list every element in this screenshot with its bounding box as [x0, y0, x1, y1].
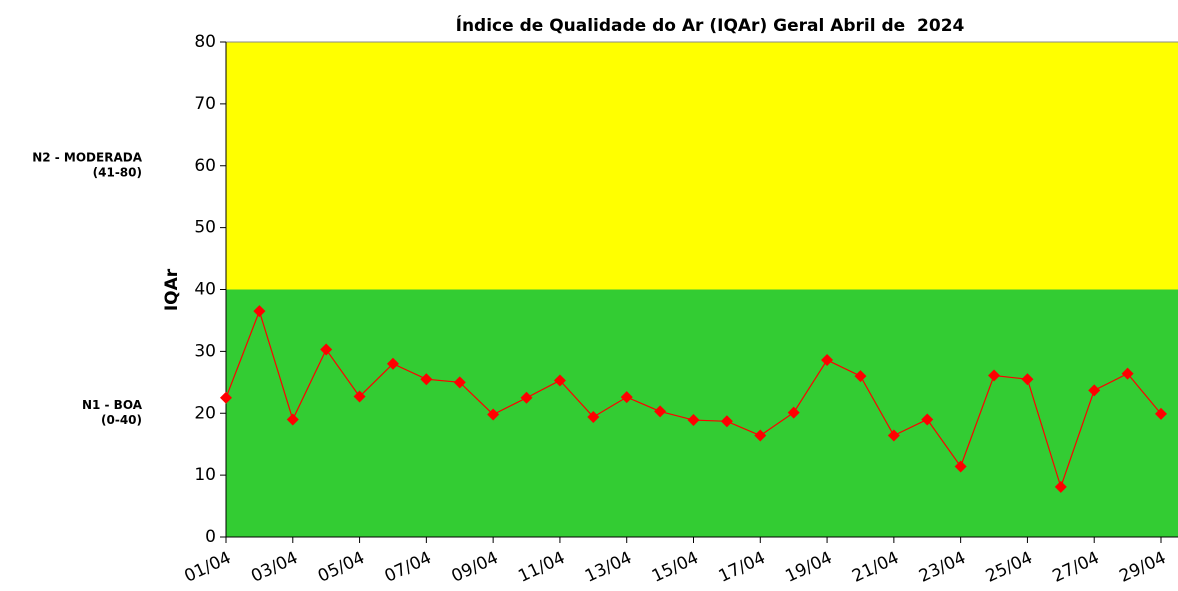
marker [453, 376, 466, 389]
marker [1155, 407, 1167, 420]
marker [988, 369, 1001, 382]
marker [654, 405, 667, 418]
marker [587, 410, 600, 423]
y-tick-label: 80 [194, 32, 216, 52]
marker [620, 391, 633, 404]
band-range: (41-80) [93, 165, 142, 179]
x-tick-label: 29/04 [1116, 548, 1169, 587]
marker [553, 374, 566, 387]
x-tick-label: 03/04 [248, 548, 301, 587]
x-tick-label: 11/04 [515, 548, 568, 587]
marker [520, 391, 533, 404]
x-tick-label: 25/04 [983, 548, 1036, 587]
marker [1088, 384, 1101, 397]
y-tick-label: 20 [194, 403, 216, 423]
y-tick-label: 30 [194, 341, 216, 361]
band-range: (0-40) [101, 413, 142, 427]
band [226, 289, 1178, 537]
x-tick-label: 21/04 [849, 548, 902, 587]
marker [1021, 373, 1034, 386]
marker [386, 357, 399, 370]
y-tick-label: 50 [194, 218, 216, 238]
marker [1121, 367, 1134, 380]
x-tick-label: 07/04 [382, 548, 435, 587]
marker [487, 408, 500, 421]
marker [420, 373, 433, 386]
y-tick-label: 60 [194, 156, 216, 176]
band-label: N1 - BOA [82, 398, 143, 412]
x-tick-label: 27/04 [1050, 548, 1103, 587]
marker [787, 406, 800, 419]
marker [921, 413, 934, 426]
x-tick-label: 23/04 [916, 548, 969, 587]
marker [320, 343, 333, 356]
marker [687, 414, 700, 427]
band-label: N2 - MODERADA [32, 150, 143, 164]
x-tick-label: 17/04 [716, 548, 769, 587]
marker [1054, 480, 1067, 493]
x-tick-label: 19/04 [782, 548, 835, 587]
marker [720, 415, 733, 428]
x-tick-label: 15/04 [649, 548, 702, 587]
marker [854, 370, 867, 383]
marker [286, 413, 299, 426]
y-tick-label: 0 [205, 527, 216, 547]
x-tick-label: 05/04 [315, 548, 368, 587]
marker [220, 391, 232, 404]
marker [754, 429, 767, 442]
marker [353, 390, 366, 403]
marker [887, 429, 900, 442]
x-tick-label: 01/04 [181, 548, 234, 587]
x-tick-label: 09/04 [449, 548, 502, 587]
chart-title: Índice de Qualidade do Ar (IQAr) Geral A… [456, 14, 965, 36]
y-tick-label: 10 [194, 465, 216, 485]
marker [821, 354, 834, 367]
band [226, 42, 1178, 290]
y-axis-label: IQAr [162, 268, 182, 311]
marker [253, 305, 266, 318]
y-tick-label: 70 [194, 94, 216, 114]
x-tick-label: 13/04 [582, 548, 635, 587]
y-tick-label: 40 [194, 280, 216, 300]
marker [954, 460, 967, 473]
